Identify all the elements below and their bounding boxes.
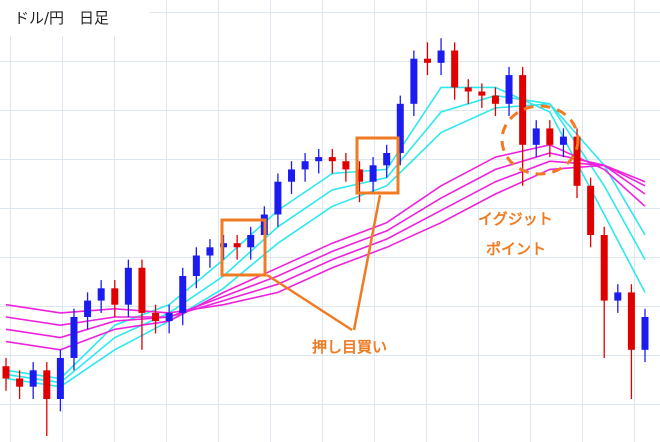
candle-body — [505, 75, 513, 104]
candle-body — [138, 267, 146, 313]
annotation: ポイント — [486, 240, 546, 258]
candle-body — [288, 169, 296, 182]
candle-body — [641, 317, 649, 350]
candle-body — [56, 358, 64, 399]
candle-body — [152, 312, 160, 322]
candle-body — [369, 165, 377, 182]
candle-body — [478, 91, 486, 96]
candle-body — [16, 378, 24, 387]
candle-body — [383, 153, 391, 166]
candle-body — [43, 370, 51, 399]
candle-body — [97, 288, 105, 301]
chart-title: ドル/円 日足 — [0, 0, 150, 36]
candle-body — [627, 292, 635, 350]
candle-body — [410, 58, 418, 104]
candle-body — [29, 370, 37, 387]
candle-body — [587, 185, 595, 235]
candle-body — [2, 366, 10, 379]
candle-body — [519, 75, 527, 145]
candle-body — [247, 235, 255, 248]
candle-body — [532, 128, 540, 145]
candle-body — [124, 267, 132, 305]
annotation-shapes — [220, 104, 580, 332]
candle-body — [437, 50, 445, 63]
arrow-line — [352, 194, 382, 331]
candle-body — [396, 103, 404, 153]
candle-body — [315, 157, 323, 162]
candle-body — [342, 161, 350, 170]
candle-body — [111, 288, 119, 305]
candle-body — [546, 128, 554, 145]
candle-body — [614, 292, 622, 301]
candle-body — [84, 300, 92, 317]
annotation: 押し目買い — [312, 338, 387, 356]
candle-body — [423, 58, 431, 63]
candle-body — [328, 157, 336, 162]
candles — [2, 38, 649, 436]
candle-body — [220, 243, 228, 248]
arrow-line — [266, 273, 353, 332]
candle-body — [179, 276, 187, 313]
candle-body — [165, 312, 173, 322]
ma-line — [5, 160, 646, 327]
candle-body — [301, 161, 309, 170]
candle-body — [355, 169, 363, 182]
ma-line — [5, 102, 646, 388]
exit-circle — [500, 104, 580, 176]
highlight-box — [220, 218, 267, 277]
annotation: イグジット — [478, 210, 553, 228]
candle-body — [70, 317, 78, 358]
candle-body — [559, 136, 567, 145]
candle-body — [491, 95, 499, 104]
candle-body — [451, 50, 459, 88]
candle-body — [464, 87, 472, 92]
candle-body — [206, 247, 214, 256]
candle-body — [274, 181, 282, 215]
candle-body — [573, 136, 581, 186]
candle-body — [233, 243, 241, 248]
candle-body — [192, 255, 200, 276]
highlight-box — [355, 136, 400, 195]
candle-body — [600, 235, 608, 301]
